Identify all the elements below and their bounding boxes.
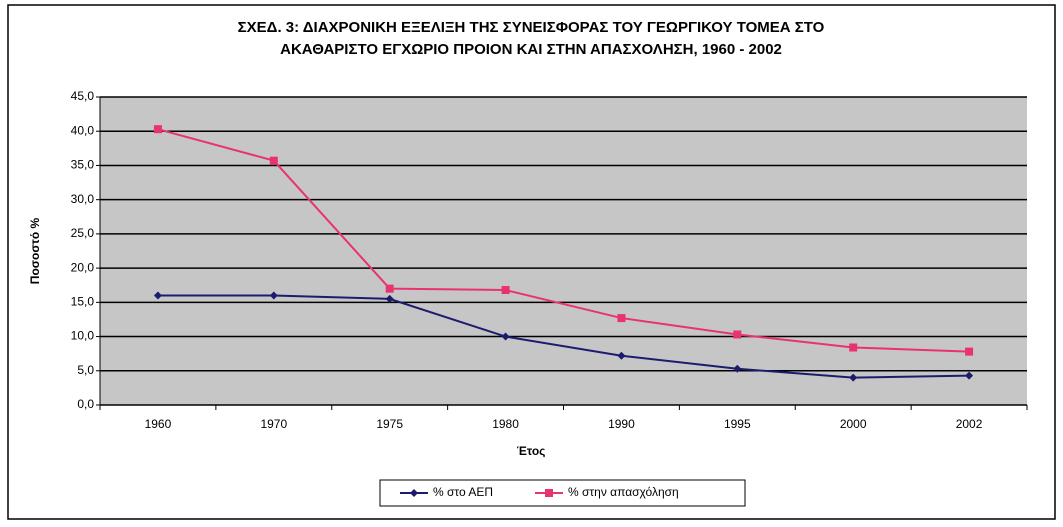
data-point [385, 294, 394, 303]
x-tick-label: 1995 [724, 417, 751, 431]
x-tick-label: 1980 [492, 417, 519, 431]
legend-marker [545, 489, 553, 497]
legend-label: % στην απασχόληση [568, 485, 679, 499]
y-tick-label: 20,0 [71, 260, 95, 274]
data-point [849, 373, 858, 382]
data-point [965, 371, 974, 380]
x-axis-label: Έτος [517, 444, 546, 458]
data-point [269, 291, 278, 300]
y-axis-label: Ποσοστό % [28, 217, 42, 284]
y-tick-label: 40,0 [71, 123, 95, 137]
data-point [501, 332, 510, 341]
y-tick-label: 45,0 [71, 89, 95, 103]
plot-area [100, 97, 1027, 405]
data-point [849, 343, 858, 352]
chart-title: ΑΚΑΘΑΡΙΣΤΟ ΕΓΧΩΡΙΟ ΠΡΟΙΟΝ ΚΑΙ ΣΤΗΝ ΑΠΑΣΧ… [280, 41, 782, 58]
y-tick-label: 25,0 [71, 226, 95, 240]
chart-title: ΣΧΕΔ. 3: ΔΙΑΧΡΟΝΙΚΗ ΕΞΕΛΙΞΗ ΤΗΣ ΣΥΝΕΙΣΦΟ… [238, 19, 825, 36]
y-tick-label: 30,0 [71, 192, 95, 206]
y-tick-label: 15,0 [71, 295, 95, 309]
legend-label: % στο ΑΕΠ [433, 485, 493, 499]
data-point [153, 291, 162, 300]
data-point [617, 314, 626, 323]
y-tick-label: 5,0 [77, 363, 94, 377]
x-tick-label: 1990 [608, 417, 635, 431]
x-tick-label: 1975 [376, 417, 403, 431]
y-tick-label: 35,0 [71, 158, 95, 172]
data-point [385, 284, 394, 293]
y-tick-label: 10,0 [71, 329, 95, 343]
x-tick-label: 1960 [145, 417, 172, 431]
data-point [617, 351, 626, 360]
data-point [153, 125, 162, 134]
data-point [501, 286, 510, 295]
data-point [733, 330, 742, 339]
series-line [157, 128, 970, 353]
x-tick-label: 1970 [260, 417, 287, 431]
y-tick-label: 0,0 [77, 397, 94, 411]
data-point [733, 364, 742, 373]
series-line [157, 294, 970, 379]
x-tick-label: 2002 [956, 417, 983, 431]
legend-marker [410, 489, 418, 497]
data-point [269, 156, 278, 165]
x-tick-label: 2000 [840, 417, 867, 431]
data-point [965, 347, 974, 356]
